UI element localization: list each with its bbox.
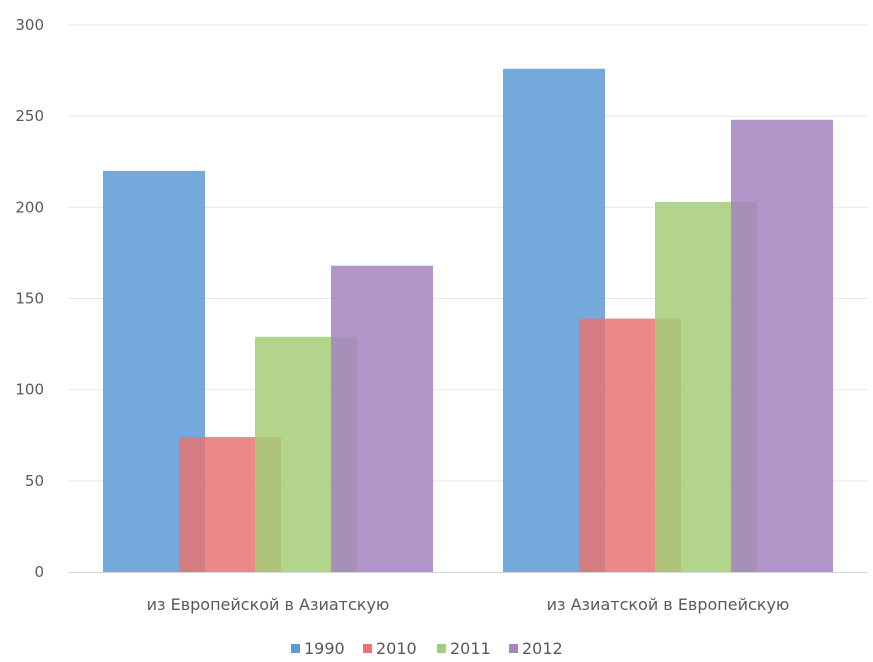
y-tick-label: 300 (15, 16, 44, 34)
legend-label-2012: 2012 (522, 639, 563, 658)
legend-label-2011: 2011 (450, 639, 491, 658)
bars (103, 68, 833, 573)
legend-swatch-1990 (291, 644, 300, 653)
y-tick-label: 50 (25, 472, 44, 490)
legend-swatch-2012 (509, 644, 518, 653)
legend-label-1990: 1990 (304, 639, 345, 658)
y-tick-label: 200 (15, 198, 44, 216)
x-category-label: из Европейской в Азиатскую (147, 595, 390, 614)
bar-2012-0 (331, 265, 433, 572)
y-tick-label: 150 (15, 290, 44, 308)
y-tick-label: 100 (15, 381, 44, 399)
x-category-label: из Азиатской в Европейскую (547, 595, 790, 614)
legend-swatch-2010 (363, 644, 372, 653)
y-tick-label: 0 (34, 563, 44, 581)
bar-2012-1 (731, 119, 833, 573)
legend-swatch-2011 (437, 644, 446, 653)
legend-label-2010: 2010 (376, 639, 417, 658)
y-tick-label: 250 (15, 107, 44, 125)
axes: 0 50 100 150 200 250 300 из Европейской в Азиат… (15, 16, 868, 614)
legend: 1990 2010 2011 2012 (291, 639, 563, 658)
